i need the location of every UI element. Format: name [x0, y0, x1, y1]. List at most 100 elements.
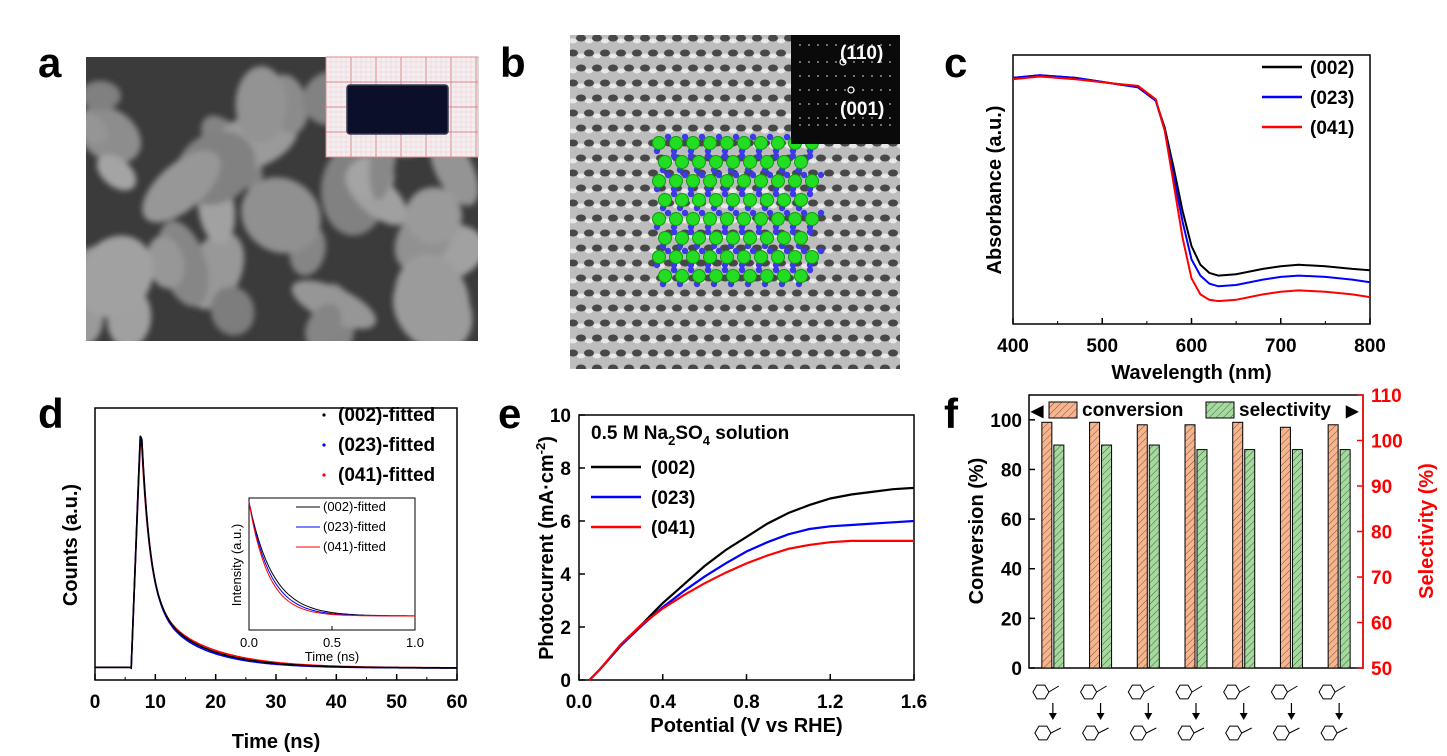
- lattice-bright: [617, 248, 625, 254]
- lattice-spot: [640, 94, 650, 102]
- saed-dot: [835, 124, 837, 126]
- lattice-bright: [841, 188, 849, 194]
- lattice-spot: [720, 334, 730, 342]
- lattice-bright: [833, 384, 841, 389]
- atom-blue: [721, 228, 729, 236]
- lattice-spot: [624, 334, 634, 342]
- y2-tick-label: 80: [1371, 523, 1392, 544]
- atom-blue: [681, 171, 689, 179]
- atom-blue: [800, 209, 808, 217]
- lattice-bright: [609, 293, 617, 299]
- x-tick-label: 500: [1086, 336, 1118, 357]
- lattice-bright: [593, 173, 601, 179]
- legend-swatch-selectivity: [1205, 401, 1235, 419]
- x-tick-label: 10: [145, 692, 166, 713]
- lattice-bright: [897, 323, 900, 329]
- lattice-spot: [816, 304, 826, 312]
- atom-blue: [766, 247, 774, 255]
- lattice-spot: [768, 35, 778, 42]
- product-structure: [1082, 725, 1100, 741]
- y2-tick-label: 100: [1371, 432, 1403, 453]
- lattice-spot: [904, 230, 914, 237]
- atom-green: [726, 269, 740, 283]
- lattice-bright: [689, 113, 697, 119]
- lattice-bright: [585, 248, 593, 254]
- lattice-bright: [858, 368, 864, 369]
- lattice-spot: [896, 364, 900, 369]
- inset-x-title: Time (ns): [305, 649, 359, 664]
- saed-dot: [880, 124, 882, 126]
- lattice-spot: [840, 289, 850, 297]
- lattice-bright: [585, 278, 593, 284]
- lattice-spot: [608, 35, 618, 42]
- series-line-(041): [1012, 75, 1371, 303]
- saed-dot: [880, 44, 882, 46]
- lattice-bright: [577, 203, 585, 209]
- lattice-spot: [904, 140, 914, 147]
- lattice-spot: [768, 334, 778, 342]
- lattice-spot: [640, 64, 650, 72]
- lattice-spot: [720, 94, 730, 102]
- saed-dot: [826, 124, 828, 126]
- lattice-spot: [816, 154, 826, 162]
- saed-dot: [889, 89, 891, 91]
- lattice-bright: [817, 143, 825, 149]
- lattice-bright: [833, 293, 841, 299]
- reactant-structure: [1127, 684, 1145, 700]
- saed-dot: [853, 117, 855, 119]
- y2-tick-label: 70: [1371, 568, 1392, 589]
- lattice-bright: [601, 278, 609, 284]
- lattice-bright: [865, 143, 873, 149]
- atom-green: [777, 193, 791, 207]
- lattice-bright: [586, 368, 592, 369]
- lattice-spot: [856, 349, 866, 357]
- lattice-bright: [865, 263, 873, 269]
- atom-green: [743, 155, 757, 169]
- lattice-bright: [746, 368, 752, 369]
- lattice-bright: [825, 338, 833, 344]
- lattice-bright: [593, 53, 601, 59]
- lattice-bright: [633, 188, 641, 194]
- lattice-bright: [570, 368, 576, 369]
- reactant-structure: [1175, 684, 1193, 700]
- lattice-spot: [832, 364, 842, 369]
- reaction-arrowhead: [1239, 713, 1248, 720]
- lattice-bright: [577, 173, 585, 179]
- atom-green: [686, 136, 700, 150]
- lattice-spot: [784, 304, 794, 312]
- lattice-bright: [641, 83, 649, 89]
- lattice-bright: [641, 203, 649, 209]
- lattice-spot: [832, 214, 842, 222]
- y-tick-label: 60: [1001, 510, 1022, 531]
- lattice-bright: [730, 368, 736, 369]
- y-tick-label: 0: [1011, 659, 1022, 680]
- selectivity-bar: [1291, 449, 1303, 669]
- lattice-bright: [873, 218, 881, 224]
- atom-blue: [698, 133, 706, 141]
- atom-blue: [670, 266, 678, 274]
- lattice-spot: [616, 199, 626, 207]
- atom-blue: [755, 152, 763, 160]
- lattice-spot: [570, 199, 578, 207]
- lattice-bright: [625, 143, 633, 149]
- sem-grain: [241, 177, 321, 254]
- saed-dot: [853, 44, 855, 46]
- lattice-spot: [600, 259, 610, 267]
- lattice-bright: [873, 158, 881, 164]
- atom-green: [686, 250, 700, 264]
- atom-blue: [800, 247, 808, 255]
- lattice-spot: [560, 305, 570, 312]
- saed-dot: [862, 117, 864, 119]
- atom-blue: [783, 247, 791, 255]
- x-tick-label: 700: [1265, 336, 1297, 357]
- lattice-bright: [817, 263, 825, 269]
- lattice-bright: [713, 38, 721, 44]
- lattice-bright: [697, 38, 705, 44]
- saed-dot: [844, 124, 846, 126]
- lattice-spot: [752, 364, 762, 369]
- lattice-bright: [617, 218, 625, 224]
- atom-green: [805, 174, 819, 188]
- lattice-spot: [760, 319, 770, 327]
- lattice-spot: [784, 334, 794, 342]
- lattice-spot: [560, 185, 570, 192]
